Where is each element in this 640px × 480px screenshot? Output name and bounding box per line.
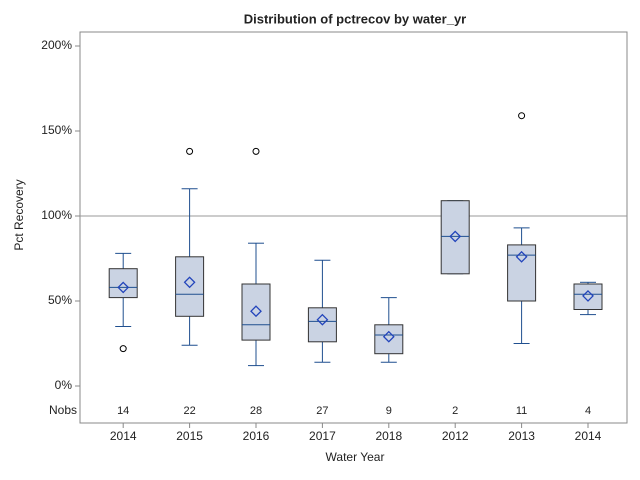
y-tick-label: 0% bbox=[55, 378, 73, 392]
plot-frame bbox=[79, 31, 628, 424]
box bbox=[440, 200, 470, 275]
outlier bbox=[186, 147, 194, 155]
mean-marker bbox=[382, 330, 395, 343]
box bbox=[507, 244, 537, 302]
y-tick-label: 200% bbox=[41, 38, 72, 52]
box bbox=[241, 283, 271, 341]
nobs-value: 22 bbox=[183, 405, 195, 417]
mean-marker bbox=[316, 313, 329, 326]
box bbox=[374, 324, 404, 355]
mean-marker bbox=[183, 276, 196, 289]
x-tick-label: 2014 bbox=[575, 429, 602, 443]
y-axis-label: Pct Recovery bbox=[12, 179, 26, 250]
x-tick-label: 2018 bbox=[375, 429, 402, 443]
outlier bbox=[518, 112, 526, 120]
nobs-value: 4 bbox=[585, 405, 591, 417]
outlier bbox=[119, 345, 127, 353]
mean-marker bbox=[449, 230, 462, 243]
x-tick-label: 2016 bbox=[243, 429, 270, 443]
mean-marker bbox=[582, 289, 594, 302]
x-axis-label: Water Year bbox=[326, 450, 385, 464]
y-tick-label: 100% bbox=[41, 208, 72, 222]
x-tick-label: 2012 bbox=[442, 429, 469, 443]
chart-title: Distribution of pctrecov by water_yr bbox=[244, 11, 467, 26]
y-tick-label: 50% bbox=[48, 293, 72, 307]
nobs-value: 27 bbox=[316, 405, 328, 417]
mean-marker bbox=[117, 281, 130, 294]
nobs-value: 14 bbox=[117, 405, 129, 417]
nobs-value: 28 bbox=[250, 405, 262, 417]
x-tick-label: 2015 bbox=[176, 429, 203, 443]
nobs-value: 2 bbox=[452, 405, 458, 417]
x-tick-label: 2017 bbox=[309, 429, 336, 443]
x-tick-label: 2014 bbox=[110, 429, 137, 443]
nobs-value: 11 bbox=[516, 405, 527, 417]
box bbox=[573, 283, 603, 310]
x-tick-label: 2013 bbox=[508, 429, 535, 443]
nobs-label: Nobs bbox=[49, 403, 77, 417]
y-tick-label: 150% bbox=[41, 123, 72, 137]
nobs-value: 9 bbox=[386, 405, 392, 417]
outlier bbox=[252, 147, 260, 155]
mean-marker bbox=[515, 250, 528, 263]
mean-marker bbox=[250, 305, 262, 318]
